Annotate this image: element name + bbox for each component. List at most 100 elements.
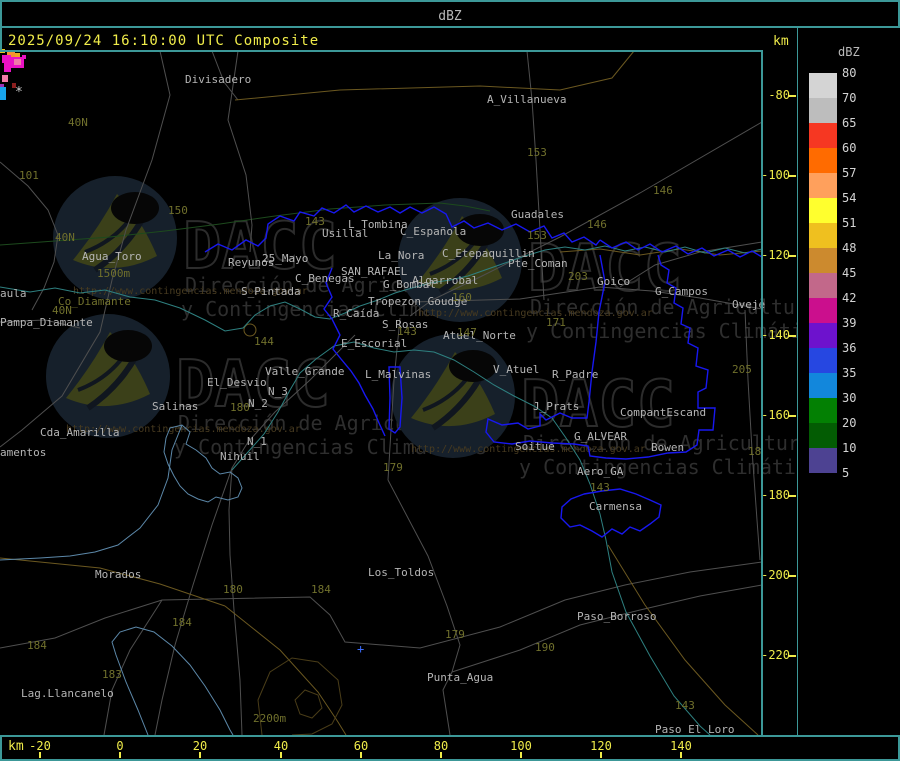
legend-swatch-20 (809, 423, 837, 448)
map-label-place: C_Española (400, 225, 467, 238)
road-lines-brown (0, 50, 763, 736)
map-label-place: A_Villanueva (487, 93, 567, 106)
map-label-place: SAN_RAFAEL (341, 265, 408, 278)
legend-swatch-35 (809, 373, 837, 398)
map-label-place: La_Nora (378, 249, 425, 262)
legend-swatch-60 (809, 148, 837, 173)
map-label-place: C_Etepaquillin (442, 247, 535, 260)
frame-bottom-line (0, 759, 900, 761)
map-label-place: 25_Mayo (262, 252, 309, 265)
legend-swatch-57 (809, 173, 837, 198)
map-label-place: C_Benegas (295, 272, 355, 285)
watermark (398, 198, 839, 343)
boundary-lines (204, 204, 763, 538)
map-label-place: Los_Toldos (368, 566, 435, 579)
legend-swatch-column (809, 73, 837, 473)
titlebar-right-line (898, 0, 900, 28)
map-label-place: L_Malvinas (365, 368, 432, 381)
map-label-place: G_ALVEAR (574, 430, 627, 443)
map-label-road: 146 (653, 184, 673, 197)
map-label-place: Lag.Llancanelo (21, 687, 114, 700)
legend-swatch-30 (809, 398, 837, 423)
titlebar-bottom-line (0, 26, 900, 28)
bottom-axis-tick-label: 60 (353, 739, 369, 753)
map-label-road: 184 (27, 639, 47, 652)
map-label-road: 143 (590, 481, 610, 494)
title-bar: dBZ (0, 2, 900, 28)
map-label-place: N_2 (248, 397, 268, 410)
legend-title: dBZ (838, 45, 860, 59)
road-lines-gray (0, 50, 763, 736)
map-label-road: 143 (675, 699, 695, 712)
map-label-road: 1500m (97, 267, 131, 280)
radar-echo-pixel (4, 63, 11, 72)
bottom-axis-tick (280, 752, 282, 758)
map-label-place: Aero_GA (577, 465, 624, 478)
map-label-place: Morados (95, 568, 142, 581)
bottom-axis-tick-label: 0 (116, 739, 124, 753)
map-label-place: E_Escorial (341, 337, 408, 350)
legend-value-label: 48 (842, 241, 857, 255)
map-plus-marker: + (357, 642, 365, 656)
legend-value-label: 65 (842, 116, 857, 130)
bottom-axis-tick-label: 40 (273, 739, 289, 753)
radar-echo-pixel (2, 75, 8, 82)
legend-panel: dBZ (798, 28, 900, 761)
map-label-place: Oveje (732, 298, 766, 311)
bottom-axis-bar (0, 735, 900, 761)
legend-value-label: 51 (842, 216, 857, 230)
timestamp-label: 2025/09/24 16:10:00 UTC Composite (8, 33, 320, 49)
map-label-place: S_Rosas (382, 318, 429, 331)
map-label-place: Agua_Toro (82, 250, 142, 263)
radar-echo-pixel (22, 55, 26, 59)
legend-value-label: 5 (842, 466, 850, 480)
map-label-place: Divisadero (185, 73, 252, 86)
frame-top-line (0, 0, 900, 2)
map-label-road: 205 (732, 363, 752, 376)
map-label-road: 180 (223, 583, 243, 596)
map-label-road: 183 (102, 668, 122, 681)
legend-swatch-70 (809, 98, 837, 123)
map-label-road: 147 (457, 326, 477, 339)
stream-lines (0, 202, 491, 246)
map-label-road: 40N (68, 116, 88, 129)
map-label-road: 144 (254, 335, 274, 348)
map-label-road: 143 (397, 325, 417, 338)
legend-swatch-36 (809, 348, 837, 373)
map-label-road: 153 (527, 146, 547, 159)
map-label-place: R_Caída (333, 307, 380, 320)
legend-value-label: 42 (842, 291, 857, 305)
legend-value-label: 30 (842, 391, 857, 405)
map-label-place: Paso_Borroso (577, 610, 657, 623)
right-axis-tick (789, 255, 796, 257)
map-label-place: Paso_El_Loro (655, 723, 735, 736)
map-label-road: 2200m (253, 712, 287, 725)
legend-value-label: 20 (842, 416, 857, 430)
radar-site-asterisk: * (15, 85, 23, 100)
map-top-border (0, 50, 762, 52)
right-axis-tick (789, 495, 796, 497)
bottom-axis-unit-label: km (8, 739, 24, 754)
right-axis-tick-label: -160 (761, 408, 790, 422)
contour-lines (257, 657, 343, 736)
legend-swatch-54 (809, 198, 837, 223)
bottom-axis-tick (199, 752, 201, 758)
right-axis-tick-label: -180 (761, 488, 790, 502)
legend-value-label: 80 (842, 66, 857, 80)
map-label-road: 180 (230, 401, 250, 414)
bottom-axis-tick-label: -20 (29, 739, 51, 753)
map-label-place: Carmensa (589, 500, 642, 513)
right-axis-tick (789, 415, 796, 417)
map-label-place: Pte_Coman (508, 257, 568, 270)
map-label-place: V_Atuel (493, 363, 540, 376)
map-label-place: G_Bombal (383, 278, 436, 291)
legend-swatch-80 (809, 73, 837, 98)
bottom-axis-tick-label: 20 (192, 739, 208, 753)
right-axis-tick-label: -100 (761, 168, 790, 182)
watermark (391, 334, 832, 479)
map-label-road: 143 (305, 215, 325, 228)
legend-value-label: 36 (842, 341, 857, 355)
bottom-axis-tick (360, 752, 362, 758)
legend-value-label: 70 (842, 91, 857, 105)
